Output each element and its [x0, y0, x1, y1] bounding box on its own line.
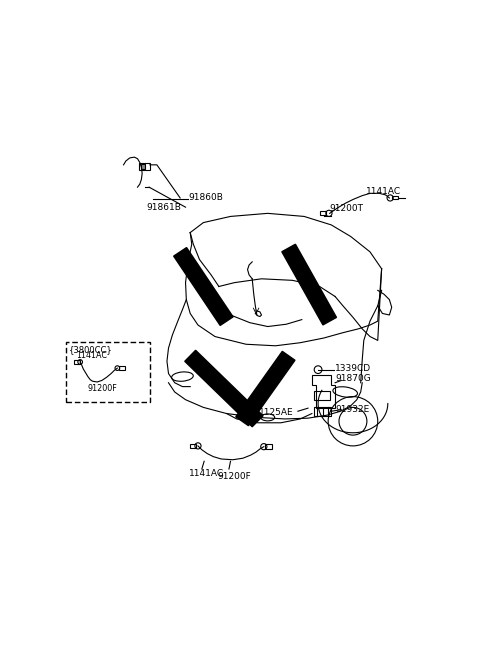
- Text: 1339CD: 1339CD: [335, 364, 371, 373]
- Text: 91932E: 91932E: [335, 405, 370, 414]
- Text: 91861B: 91861B: [147, 202, 181, 212]
- Bar: [265, 444, 272, 449]
- Polygon shape: [174, 248, 233, 326]
- Polygon shape: [236, 351, 295, 426]
- Bar: [190, 443, 196, 448]
- Bar: [320, 211, 326, 215]
- Bar: [141, 164, 145, 169]
- Text: 1141AC: 1141AC: [189, 469, 224, 478]
- Text: 91200F: 91200F: [217, 472, 251, 481]
- Bar: [314, 407, 331, 416]
- Text: 91200T: 91200T: [330, 204, 364, 214]
- Text: 1141AC: 1141AC: [76, 351, 107, 360]
- Text: {3800CC}: {3800CC}: [69, 345, 113, 354]
- Bar: [392, 196, 398, 200]
- Polygon shape: [282, 244, 336, 325]
- Bar: [119, 365, 125, 369]
- Text: 1141AC: 1141AC: [366, 187, 401, 196]
- Bar: [74, 360, 80, 364]
- Text: 91870G: 91870G: [335, 375, 371, 383]
- Bar: [139, 162, 150, 170]
- Bar: [314, 391, 330, 400]
- Bar: [66, 342, 150, 402]
- Text: 91200F: 91200F: [88, 384, 118, 394]
- Polygon shape: [185, 350, 263, 427]
- Text: 1125AE: 1125AE: [259, 408, 294, 417]
- Text: 91860B: 91860B: [189, 193, 224, 202]
